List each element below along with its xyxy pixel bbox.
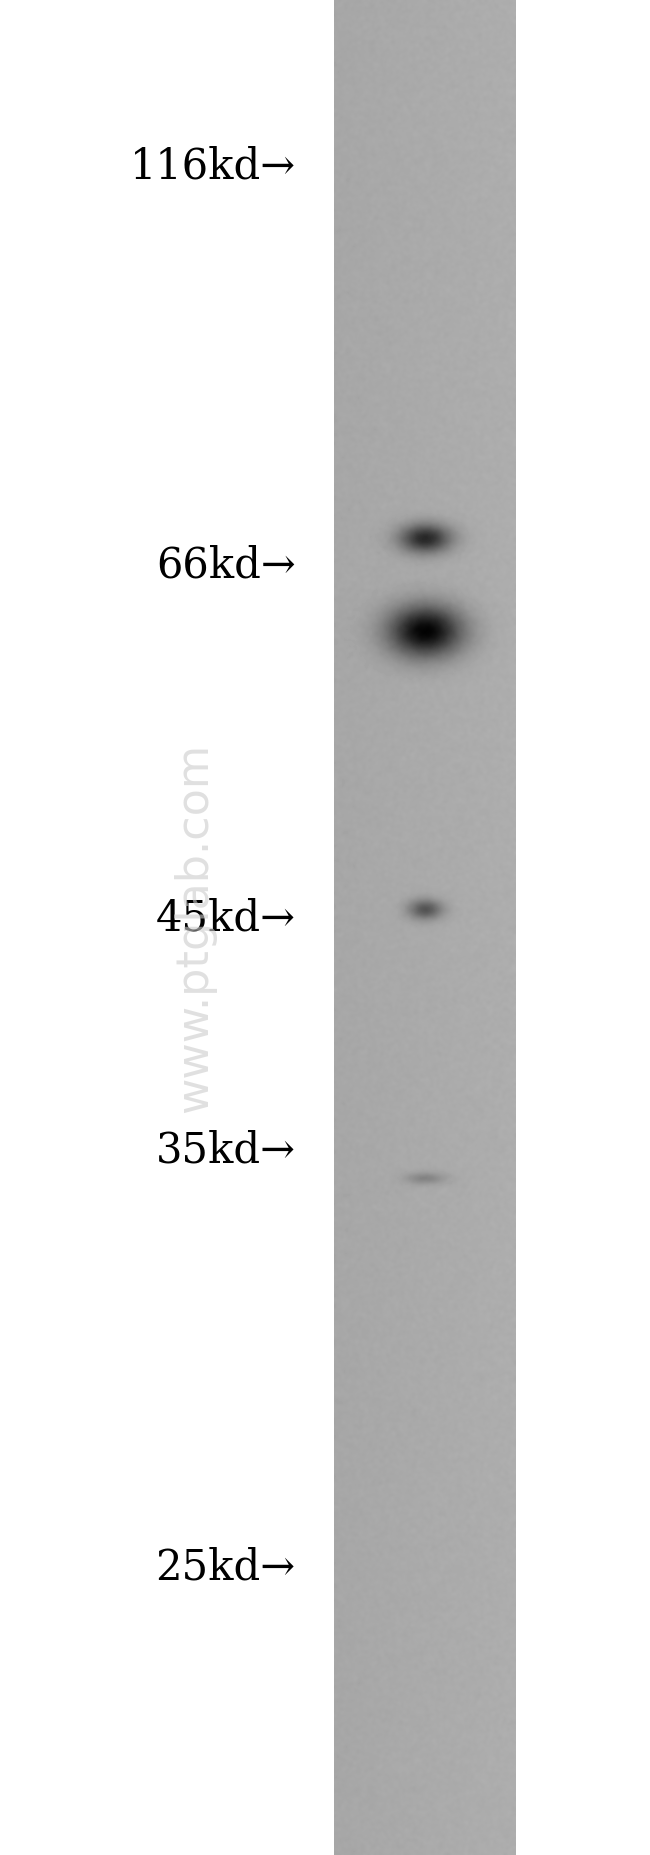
Text: 66kd→: 66kd→ — [156, 545, 296, 586]
Text: www.ptglab.com: www.ptglab.com — [174, 742, 216, 1113]
Text: 45kd→: 45kd→ — [156, 898, 296, 939]
Text: 35kd→: 35kd→ — [156, 1130, 296, 1171]
Text: 116kd→: 116kd→ — [129, 147, 296, 187]
Text: 25kd→: 25kd→ — [155, 1547, 296, 1588]
